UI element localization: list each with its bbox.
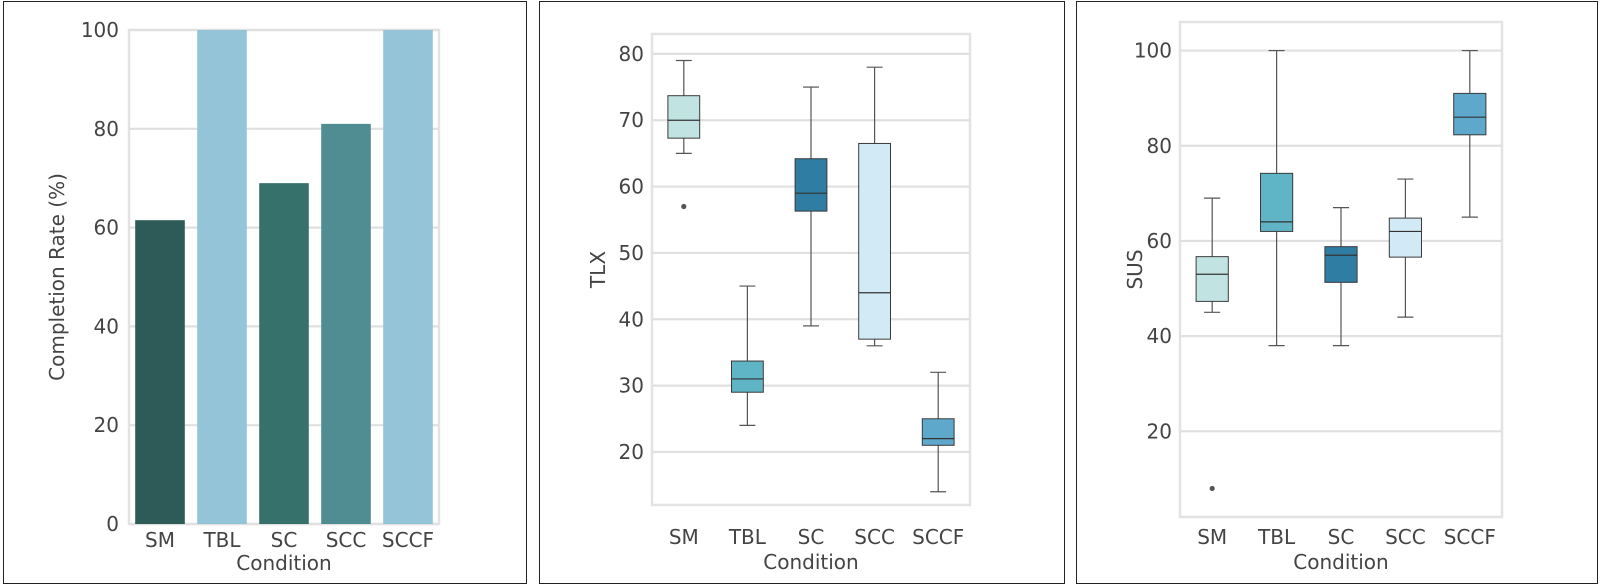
box-group [1453,49,1487,218]
x-tick-label: SCCF [1444,525,1496,549]
x-tick-label: SCC [326,528,367,552]
y-tick-label: 0 [106,512,119,536]
box [667,95,701,139]
y-tick-label: 40 [619,307,644,331]
y-tick-label: 20 [1147,419,1172,443]
box [1453,92,1487,136]
x-tick-label: SCCF [382,528,434,552]
y-tick-label: 20 [94,413,119,437]
box [794,158,828,212]
y-axis-label: SUS [1123,249,1147,289]
x-tick-label: SC [271,528,298,552]
x-tick-label: TBL [1257,525,1296,549]
y-axis-label: Completion Rate (%) [45,173,69,381]
completion-rate-panel: 0 20 40 60 80 100 SM TBL SC SCC SCCF Condition Compl… [3,1,527,584]
plot-frame [650,32,972,507]
sus-chart: 20 40 60 80 100 SM TBL SC SCC SCCF Condition SUS [1123,20,1504,574]
box [1195,256,1229,302]
y-tick-label: 80 [1147,134,1172,158]
outlier-point [681,203,687,210]
y-tick-label: 20 [619,440,644,464]
x-tick-label: SCCF [912,525,964,549]
y-tick-label: 50 [619,241,644,265]
box-group [731,285,764,426]
x-axis-label: Condition [763,550,858,574]
box-group [1324,207,1358,347]
box [1388,217,1422,258]
y-tick-label: 60 [1147,229,1172,253]
y-tick-label: 60 [94,216,119,240]
box-group [794,86,828,327]
box-group [667,59,701,210]
bar [383,30,433,524]
y-axis-label: TLX [586,251,610,289]
x-tick-label: SC [798,525,825,549]
tlx-chart: 20 30 40 50 60 70 80 SM TBL SC SCC SCCF Condition TLX [586,32,972,574]
y-tick-label: 80 [619,42,644,66]
x-tick-label: TBL [728,525,767,549]
outlier-point [1209,485,1215,492]
bar [259,183,309,524]
y-tick-label: 40 [1147,324,1172,348]
y-tick-label: 70 [619,108,644,132]
y-tick-label: 60 [619,175,644,199]
x-tick-label: SCC [854,525,895,549]
box-group [1388,178,1422,318]
y-tick-label: 30 [619,374,644,398]
box-group [858,66,892,347]
x-tick-label: TBL [202,528,241,552]
box [858,142,892,340]
box-group [921,371,955,493]
box [1324,246,1358,283]
bar [197,30,247,524]
box-group [1260,49,1294,347]
box-group [1195,197,1229,492]
x-tick-label: SM [1197,525,1227,549]
box [1260,172,1294,232]
bar [321,123,371,525]
y-tick-label: 80 [94,117,119,141]
x-axis-label: Condition [236,551,331,575]
bar [135,220,185,524]
box [731,360,764,393]
x-tick-label: SC [1328,525,1355,549]
y-tick-label: 100 [1134,39,1172,63]
box [921,418,955,446]
plot-frame [1178,20,1504,519]
completion-rate-chart: 0 20 40 60 80 100 SM TBL SC SCC SCCF Condition Compl… [45,18,441,575]
y-tick-label: 40 [94,314,119,338]
y-tick-label: 100 [81,18,119,42]
x-tick-label: SM [145,528,175,552]
sus-panel: 20 40 60 80 100 SM TBL SC SCC SCCF Condition SUS [1076,1,1598,584]
tlx-panel: 20 30 40 50 60 70 80 SM TBL SC SCC SCCF Condition TLX [539,1,1065,584]
x-tick-label: SM [669,525,699,549]
x-tick-label: SCC [1385,525,1426,549]
x-axis-label: Condition [1293,550,1388,574]
